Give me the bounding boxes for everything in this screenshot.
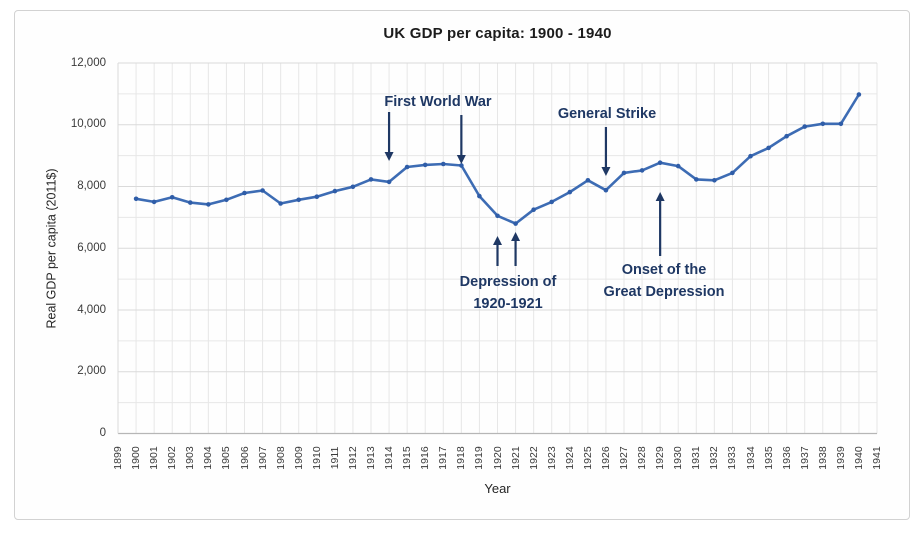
- x-tick-label: 1930: [672, 446, 685, 470]
- x-tick-label: 1922: [527, 446, 540, 470]
- x-tick-label: 1933: [726, 446, 739, 470]
- x-tick-label: 1936: [780, 446, 793, 470]
- x-tick-label: 1903: [184, 446, 197, 470]
- y-tick-label: 2,000: [77, 365, 106, 378]
- y-tick-label: 4,000: [77, 303, 106, 316]
- x-tick-label: 1934: [744, 446, 757, 470]
- x-tick-label: 1899: [112, 446, 124, 470]
- y-tick-label: 12,000: [70, 56, 106, 69]
- x-axis-title: Year: [484, 481, 511, 496]
- x-tick-label: 1927: [618, 446, 630, 470]
- annotation-label: General Strike: [557, 106, 657, 122]
- y-tick-label: 0: [99, 427, 106, 439]
- annotation-arrows: [384, 112, 665, 266]
- x-tick-label: 1935: [762, 446, 775, 470]
- x-tick-label: 1914: [383, 446, 396, 470]
- x-tick-label: 1940: [852, 446, 865, 470]
- x-tick-label: 1926: [599, 446, 612, 470]
- x-tick-label: 1911: [328, 446, 341, 470]
- data-point-markers: [133, 92, 862, 226]
- y-tick-label: 6,000: [77, 241, 106, 254]
- chart-title: UK GDP per capita: 1900 - 1940: [383, 25, 612, 42]
- x-tick-label: 1902: [166, 446, 179, 470]
- x-tick-label: 1924: [563, 446, 576, 470]
- x-tick-label: 1938: [816, 446, 829, 470]
- x-tick-label: 1929: [654, 446, 667, 470]
- x-tick-label: 1923: [545, 446, 558, 470]
- x-tick-label: 1937: [798, 446, 811, 470]
- y-tick-label: 10,000: [70, 118, 106, 131]
- x-tick-label: 1918: [455, 446, 468, 470]
- y-tick-label: 8,000: [77, 180, 106, 192]
- x-tick-label: 1904: [202, 446, 215, 470]
- x-tick-label: 1921: [509, 446, 522, 470]
- x-tick-label: 1912: [346, 446, 359, 470]
- x-tick-label: 1900: [130, 446, 143, 470]
- x-tick-label: 1905: [220, 446, 233, 470]
- x-tick-label: 1913: [365, 446, 377, 470]
- x-tick-label: 1901: [148, 446, 161, 470]
- x-tick-label: 1908: [274, 446, 287, 470]
- x-tick-label: 1907: [256, 446, 269, 470]
- chart-frame: [14, 10, 910, 520]
- annotation-label: Onset of the Great Depression: [603, 262, 725, 300]
- x-tick-label: 1909: [292, 446, 305, 470]
- x-tick-label: 1941: [871, 446, 883, 470]
- x-tick-label: 1932: [708, 446, 721, 470]
- annotation-label: Depression of 1920-1921: [459, 274, 557, 312]
- x-tick-label: 1919: [473, 446, 486, 470]
- x-tick-label: 1915: [401, 446, 414, 470]
- x-tick-label: 1920: [491, 446, 504, 470]
- x-tick-label: 1928: [636, 446, 649, 470]
- x-tick-label: 1931: [690, 446, 703, 470]
- annotation-label: First World War: [384, 94, 492, 110]
- x-tick-label: 1925: [581, 446, 594, 470]
- x-tick-label: 1916: [419, 446, 432, 470]
- x-tick-label: 1910: [310, 446, 323, 470]
- x-tick-label: 1906: [238, 446, 251, 470]
- x-tick-label: 1917: [437, 446, 450, 470]
- x-tick-label: 1939: [834, 446, 847, 470]
